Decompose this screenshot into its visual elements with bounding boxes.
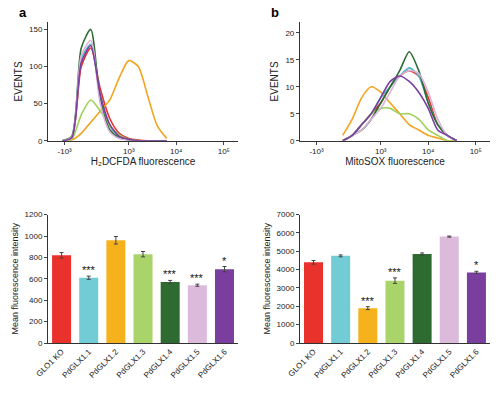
svg-text:EVENTS: EVENTS (13, 61, 24, 101)
svg-text:1000: 1000 (25, 232, 43, 241)
svg-text:400: 400 (29, 296, 43, 305)
svg-text:GLO1 KO: GLO1 KO (287, 347, 318, 378)
svg-text:5: 5 (290, 110, 295, 119)
svg-text:1200: 1200 (25, 210, 43, 219)
svg-text:150: 150 (29, 25, 43, 34)
svg-text:a: a (19, 5, 27, 20)
svg-text:PdGLX1.5: PdGLX1.5 (169, 347, 202, 380)
svg-text:PdGLX1.4: PdGLX1.4 (394, 347, 427, 380)
svg-text:EVENTS: EVENTS (269, 61, 280, 101)
svg-text:***: *** (361, 295, 375, 307)
svg-text:0: 0 (290, 137, 295, 146)
svg-text:4000: 4000 (277, 265, 295, 274)
svg-text:0: 0 (38, 339, 43, 348)
svg-text:***: *** (163, 268, 177, 280)
svg-text:PdGLX1.5: PdGLX1.5 (421, 347, 454, 380)
svg-text:0: 0 (290, 339, 295, 348)
svg-text:***: *** (190, 272, 204, 284)
svg-text:PdGLX1.6: PdGLX1.6 (448, 347, 481, 380)
svg-text:b: b (271, 5, 279, 20)
svg-text:H₂DCFDA fluorescence: H₂DCFDA fluorescence (91, 156, 196, 167)
svg-text:*: * (474, 259, 479, 271)
svg-text:15: 15 (285, 56, 294, 65)
svg-text:-10³: -10³ (309, 147, 324, 156)
svg-text:800: 800 (29, 253, 43, 262)
svg-text:PdGLX1.1: PdGLX1.1 (312, 347, 345, 380)
svg-text:10⁴: 10⁴ (170, 147, 183, 156)
svg-text:-10³: -10³ (58, 147, 73, 156)
svg-text:3000: 3000 (277, 284, 295, 293)
svg-text:5000: 5000 (277, 247, 295, 256)
svg-text:***: *** (82, 264, 96, 276)
svg-text:GLO1 KO: GLO1 KO (35, 347, 66, 378)
svg-text:***: *** (388, 266, 402, 278)
svg-text:20: 20 (285, 29, 294, 38)
svg-text:0: 0 (38, 137, 43, 146)
svg-text:200: 200 (29, 317, 43, 326)
svg-text:2000: 2000 (277, 302, 295, 311)
svg-text:10: 10 (285, 83, 294, 92)
svg-text:50: 50 (33, 99, 42, 108)
svg-text:PdGLX1.1: PdGLX1.1 (61, 347, 94, 380)
svg-text:6000: 6000 (277, 229, 295, 238)
svg-text:600: 600 (29, 275, 43, 284)
svg-text:PdGLX1.3: PdGLX1.3 (115, 347, 148, 380)
svg-text:PdGLX1.6: PdGLX1.6 (196, 347, 229, 380)
svg-text:PdGLX1.2: PdGLX1.2 (340, 347, 373, 380)
svg-text:Mean fluorescence intensity: Mean fluorescence intensity (262, 223, 272, 335)
svg-text:7000: 7000 (277, 210, 295, 219)
svg-text:10³: 10³ (123, 147, 135, 156)
svg-text:PdGLX1.2: PdGLX1.2 (88, 347, 121, 380)
svg-text:1000: 1000 (277, 320, 295, 329)
svg-text:Mean fluorescence intensity: Mean fluorescence intensity (10, 223, 20, 335)
svg-text:*: * (222, 255, 227, 267)
svg-text:PdGLX1.4: PdGLX1.4 (142, 347, 175, 380)
svg-text:PdGLX1.3: PdGLX1.3 (367, 347, 400, 380)
svg-text:10⁵: 10⁵ (470, 147, 482, 156)
svg-text:10³: 10³ (375, 147, 387, 156)
svg-text:10⁵: 10⁵ (218, 147, 230, 156)
svg-text:MitoSOX fluorescence: MitoSOX fluorescence (345, 156, 445, 167)
svg-text:10⁴: 10⁴ (422, 147, 435, 156)
svg-text:100: 100 (29, 62, 43, 71)
